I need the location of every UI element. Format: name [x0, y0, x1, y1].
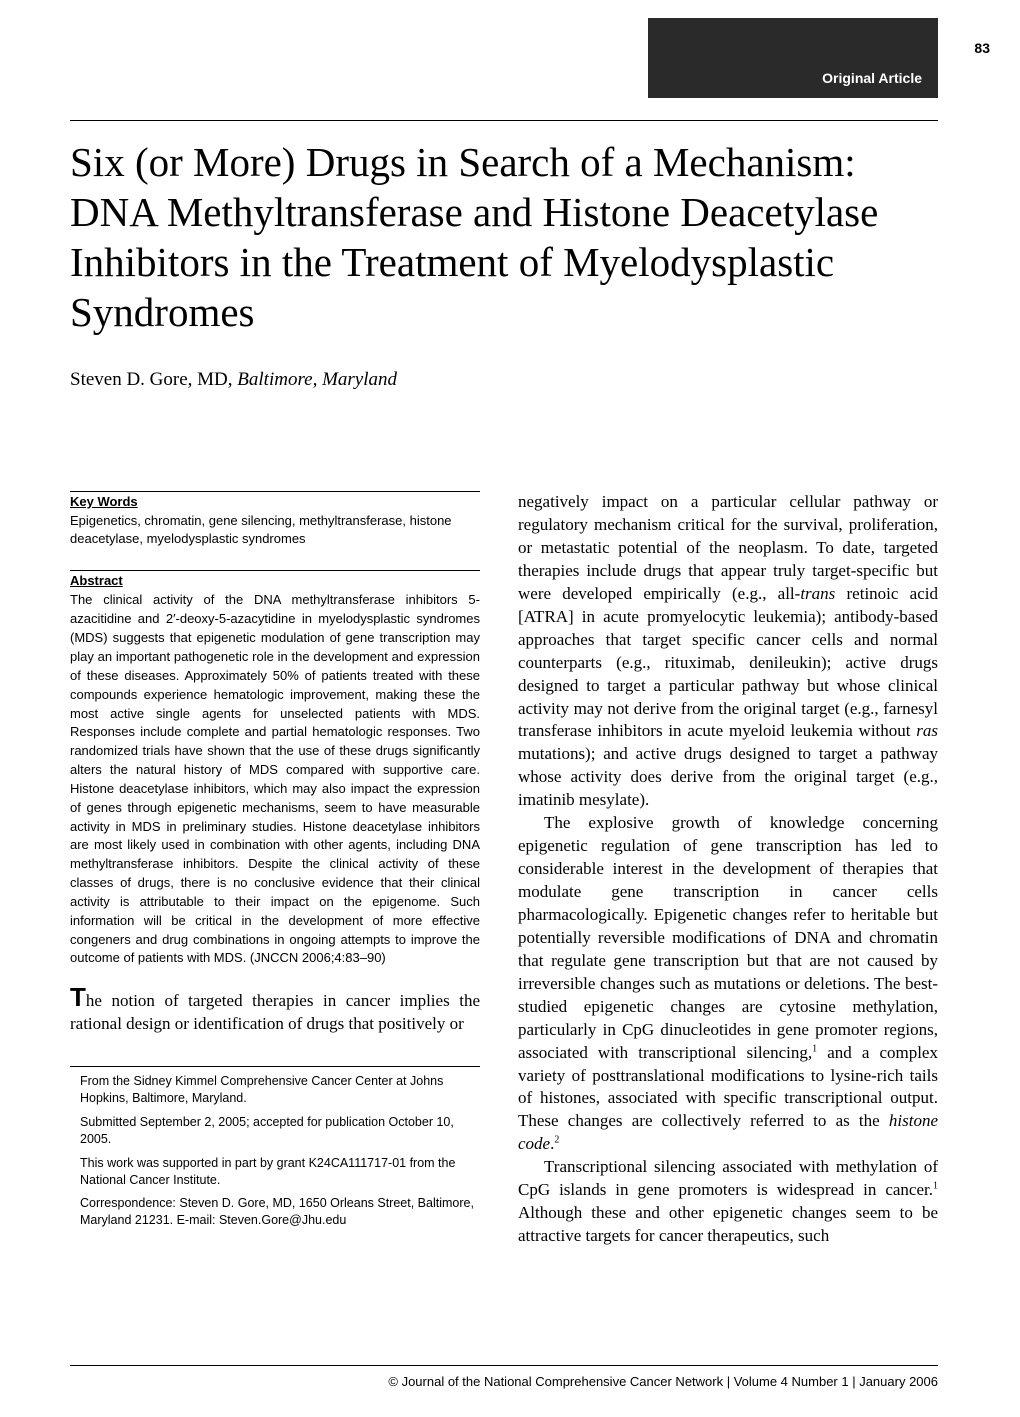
- footnote-affiliation: From the Sidney Kimmel Comprehensive Can…: [70, 1073, 480, 1107]
- intro-paragraph: The notion of targeted therapies in canc…: [70, 984, 480, 1036]
- footnote-correspondence: Correspondence: Steven D. Gore, MD, 1650…: [70, 1195, 480, 1229]
- right-column: negatively impact on a particular cellul…: [518, 491, 938, 1248]
- body-paragraph-1: negatively impact on a particular cellul…: [518, 491, 938, 812]
- footnote-funding: This work was supported in part by grant…: [70, 1155, 480, 1189]
- abstract-text: The clinical activity of the DNA methylt…: [70, 591, 480, 968]
- body-paragraph-2: The explosive growth of knowledge concer…: [518, 812, 938, 1156]
- title-rule: [70, 120, 938, 121]
- footnote-rule: [70, 1066, 480, 1067]
- article-type-label: Original Article: [822, 70, 922, 86]
- abstract-heading: Abstract: [70, 573, 480, 588]
- article-type-header: Original Article: [648, 18, 938, 98]
- footnote-block: From the Sidney Kimmel Comprehensive Can…: [70, 1066, 480, 1229]
- content-area: Six (or More) Drugs in Search of a Mecha…: [70, 120, 938, 1248]
- author-location: Baltimore, Maryland: [237, 369, 397, 390]
- footer-rule: [70, 1365, 938, 1366]
- left-column: Key Words Epigenetics, chromatin, gene s…: [70, 491, 480, 1248]
- keywords-heading: Key Words: [70, 494, 480, 509]
- intro-text-body: he notion of targeted therapies in cance…: [70, 991, 480, 1033]
- page-number: 83: [974, 40, 990, 56]
- footer-text: © Journal of the National Comprehensive …: [388, 1374, 938, 1389]
- author-name: Steven D. Gore, MD,: [70, 369, 237, 390]
- section-rule: [70, 570, 480, 571]
- two-column-layout: Key Words Epigenetics, chromatin, gene s…: [70, 491, 938, 1248]
- body-paragraph-3: Transcriptional silencing associated wit…: [518, 1156, 938, 1248]
- page-footer: © Journal of the National Comprehensive …: [70, 1365, 938, 1389]
- section-rule: [70, 491, 480, 492]
- article-title: Six (or More) Drugs in Search of a Mecha…: [70, 137, 938, 337]
- author-line: Steven D. Gore, MD, Baltimore, Maryland: [70, 369, 938, 391]
- footnote-dates: Submitted September 2, 2005; accepted fo…: [70, 1114, 480, 1148]
- drop-cap: T: [70, 982, 86, 1012]
- keywords-text: Epigenetics, chromatin, gene silencing, …: [70, 512, 480, 548]
